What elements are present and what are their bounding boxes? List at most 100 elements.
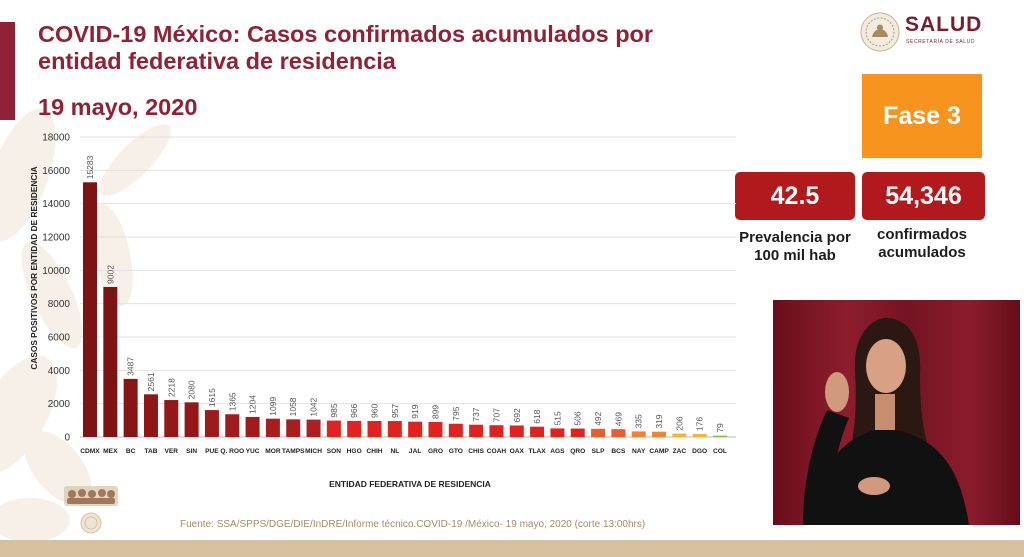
- interpreter-face: [866, 339, 906, 393]
- y-tick-label: 8000: [48, 299, 71, 310]
- x-tick-label: Q. ROO: [220, 448, 244, 455]
- bar-nl: [387, 421, 402, 437]
- bar-yuc: [245, 416, 260, 437]
- x-tick-label: CHIH: [366, 448, 382, 455]
- data-label: 2218: [166, 378, 176, 397]
- bar-chis: [469, 424, 484, 437]
- data-label: 469: [613, 412, 623, 426]
- bar-nay: [631, 431, 646, 437]
- data-label: 966: [349, 403, 359, 417]
- sign-language-interpreter-video: [773, 300, 1020, 525]
- data-label: 335: [634, 414, 644, 428]
- x-tick-label: TAB: [144, 448, 157, 455]
- data-label: 1615: [207, 388, 217, 407]
- x-tick-label: OAX: [510, 448, 525, 455]
- data-label: 899: [430, 405, 440, 419]
- y-tick-label: 14000: [42, 199, 70, 210]
- x-tick-label: BC: [126, 448, 136, 455]
- data-label: 492: [593, 411, 603, 425]
- bar-son: [326, 420, 341, 437]
- data-label: 795: [451, 406, 461, 420]
- data-label: 692: [512, 408, 522, 422]
- y-tick-label: 12000: [42, 233, 70, 244]
- prevalence-value: 42.5: [770, 181, 820, 210]
- logo-name: SALUD: [905, 13, 983, 36]
- interpreter-hair: [845, 317, 935, 468]
- bar-col: [713, 435, 727, 437]
- data-label: 3487: [126, 357, 136, 376]
- data-label: 960: [370, 404, 380, 418]
- confirmed-cases-label: confirmados acumulados: [860, 226, 984, 262]
- x-tick-label: VER: [165, 448, 179, 455]
- y-tick-label: 2000: [48, 399, 71, 410]
- data-label: 206: [674, 416, 684, 430]
- bar-cdmx: [83, 182, 97, 437]
- x-tick-label: PUE: [205, 448, 219, 455]
- data-label: 79: [715, 423, 725, 433]
- x-tick-label: JAL: [409, 448, 421, 455]
- bar-mor: [265, 418, 280, 437]
- x-tick-label: DGO: [692, 448, 707, 455]
- report-date: 19 mayo, 2020: [38, 94, 198, 120]
- y-tick-label: 16000: [42, 166, 70, 177]
- interpreter-neck: [875, 394, 895, 430]
- bar-gro: [428, 422, 443, 437]
- accent-bar: [0, 22, 15, 120]
- x-tick-label: SIN: [186, 448, 197, 455]
- x-tick-label: TLAX: [528, 448, 546, 455]
- bar-qro: [570, 428, 585, 437]
- data-label: 15283: [85, 155, 95, 179]
- data-label: 707: [491, 408, 501, 422]
- interpreter-raised-arm: [803, 410, 849, 525]
- x-tick-label: BCS: [611, 448, 626, 455]
- data-label: 506: [573, 411, 583, 425]
- bar-tab: [143, 394, 158, 437]
- commemorative-logo: [64, 486, 118, 506]
- bar-bcs: [611, 429, 626, 437]
- data-label: 957: [390, 404, 400, 418]
- y-tick-label: 6000: [48, 333, 71, 344]
- phase-label: Fase 3: [883, 101, 961, 130]
- bar-zac: [672, 433, 687, 437]
- confirmed-cases-value: 54,346: [885, 181, 962, 210]
- footer-band: [0, 540, 1024, 557]
- data-label: 319: [654, 414, 664, 428]
- x-tick-label: SON: [327, 448, 342, 455]
- x-tick-label: MICH: [305, 448, 322, 455]
- data-label: 985: [329, 403, 339, 417]
- x-tick-label: COAH: [487, 448, 507, 455]
- x-tick-label: MOR: [265, 448, 281, 455]
- x-tick-label: MEX: [103, 448, 118, 455]
- data-label: 1365: [227, 392, 237, 411]
- x-tick-label: CDMX: [80, 448, 100, 455]
- bar-gto: [448, 423, 463, 437]
- cases-by-state-bar-chart: 0 2000 4000 6000 8000 10000 12000 14000 16000 180…: [29, 133, 736, 489]
- interpreter-lower-hand: [858, 477, 890, 495]
- x-tick-label: HGO: [347, 448, 362, 455]
- bar-hgo: [347, 420, 362, 437]
- x-tick-label: CHIS: [468, 448, 484, 455]
- bar-coah: [489, 425, 504, 437]
- bar-tamps: [286, 419, 301, 437]
- x-tick-label: GTO: [449, 448, 463, 455]
- x-tick-label: NAY: [632, 448, 646, 455]
- prevalence-label-line-1: Prevalencia por: [739, 229, 851, 246]
- y-tick-label: 10000: [42, 266, 70, 277]
- data-label: 618: [532, 409, 542, 423]
- x-tick-label: NL: [390, 448, 399, 455]
- prevalence-label-line-2: 100 mil hab: [754, 247, 836, 264]
- interpreter-body: [813, 428, 969, 525]
- bar-pue: [204, 410, 219, 437]
- data-label: 2080: [187, 380, 197, 399]
- bar-ags: [550, 428, 565, 437]
- bar-chih: [367, 421, 382, 437]
- data-label: 737: [471, 407, 481, 421]
- confirmed-cases-label-line-1: confirmados: [876, 226, 967, 243]
- page-title-line-1: COVID-19 México: Casos confirmados acumu…: [38, 21, 654, 47]
- data-label: 1058: [288, 397, 298, 416]
- data-label: 9002: [105, 265, 115, 284]
- bar-jal: [408, 421, 423, 437]
- bar-tlax: [530, 426, 545, 437]
- x-tick-label: QRO: [570, 448, 585, 455]
